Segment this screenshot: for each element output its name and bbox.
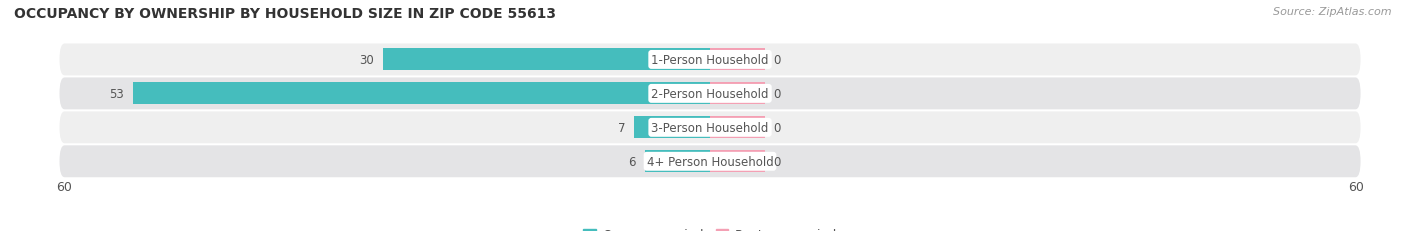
FancyBboxPatch shape bbox=[59, 78, 1361, 110]
Bar bbox=[710, 117, 765, 139]
Text: 53: 53 bbox=[110, 88, 124, 100]
Text: 60: 60 bbox=[56, 180, 72, 193]
Text: 0: 0 bbox=[773, 54, 780, 67]
Text: 0: 0 bbox=[773, 121, 780, 134]
Bar bbox=[710, 83, 765, 105]
Text: 3-Person Household: 3-Person Household bbox=[651, 121, 769, 134]
FancyBboxPatch shape bbox=[59, 112, 1361, 144]
Text: 6: 6 bbox=[628, 155, 636, 168]
Text: 1-Person Household: 1-Person Household bbox=[651, 54, 769, 67]
Text: 30: 30 bbox=[360, 54, 374, 67]
Bar bbox=[634, 117, 710, 139]
Text: OCCUPANCY BY OWNERSHIP BY HOUSEHOLD SIZE IN ZIP CODE 55613: OCCUPANCY BY OWNERSHIP BY HOUSEHOLD SIZE… bbox=[14, 7, 555, 21]
Legend: Owner-occupied, Renter-occupied: Owner-occupied, Renter-occupied bbox=[578, 223, 842, 231]
Bar bbox=[644, 151, 710, 173]
FancyBboxPatch shape bbox=[59, 44, 1361, 76]
Text: 4+ Person Household: 4+ Person Household bbox=[647, 155, 773, 168]
Text: 0: 0 bbox=[773, 88, 780, 100]
Text: 0: 0 bbox=[773, 155, 780, 168]
Text: 2-Person Household: 2-Person Household bbox=[651, 88, 769, 100]
Bar bbox=[710, 49, 765, 71]
Text: 7: 7 bbox=[617, 121, 626, 134]
Bar bbox=[132, 83, 710, 105]
FancyBboxPatch shape bbox=[59, 146, 1361, 177]
Bar bbox=[710, 151, 765, 173]
Text: Source: ZipAtlas.com: Source: ZipAtlas.com bbox=[1274, 7, 1392, 17]
Text: 60: 60 bbox=[1348, 180, 1364, 193]
Bar bbox=[382, 49, 710, 71]
